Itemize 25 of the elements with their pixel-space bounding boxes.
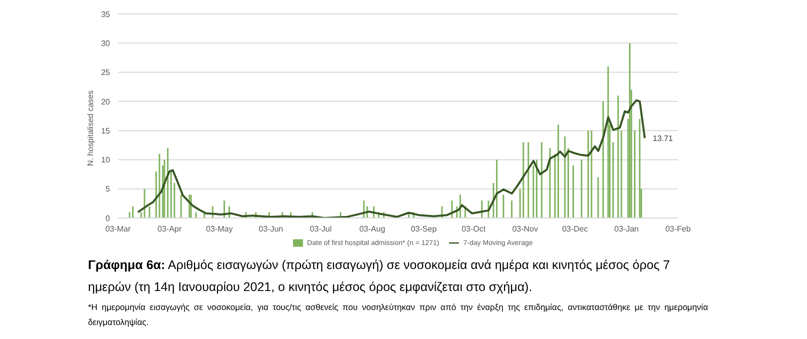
text: *Η ημερομηνία εισαγωγής σε νοσοκομεία, για τους/τις ασθενείς που νοσηλεύτηκαν πριν από την έναρξη της επιδημίας, αντικαταστάθηκε με την ημερομηνία δειγματοληψίας. [88,301,708,329]
x-tick-label: 03-Sep [410,224,438,234]
y-tick-label: 10 [101,156,111,165]
y-tick-label: 30 [101,38,111,48]
x-tick-label: 03-Feb [665,224,692,234]
annotation: 13.71 [652,134,674,143]
x-tick-label: 03-Aug [359,224,386,234]
y-tick-label: 25 [101,68,111,78]
x-tick-label: 03-Mar [105,224,132,234]
x-tick-label: 03-May [206,224,233,234]
y-axis-title: N. hospitalised cases [86,90,95,166]
y-tick-label: 35 [101,10,111,19]
x-tick-label: 03-Nov [512,224,538,234]
text: Γράφημα 6α: Αριθμός εισαγωγών (πρώτη εισαγωγή) σε νοσοκομεία ανά ημέρα και κινητός μέσος όρος 7 ημερών (τη 14η Ιανουαρίου 2021, ο κινητός μέσος όρος εμφανίζεται στο σχήμα). [88,257,671,296]
x-tick-label: 03-Jun [258,224,284,234]
y-tick-label: 0 [106,214,111,223]
y-tick-label: 20 [101,97,111,106]
x-tick-label: 03-Jan [614,224,639,234]
x-tick-label: 03-Dec [562,224,588,234]
x-tick-label: 03-Apr [158,224,182,234]
y-tick-label: 5 [106,184,111,194]
y-tick-label: 15 [101,126,111,136]
line-series [136,99,646,218]
x-tick-label: 03-Oct [462,224,486,234]
x-tick-label: 03-Jul [310,224,332,234]
